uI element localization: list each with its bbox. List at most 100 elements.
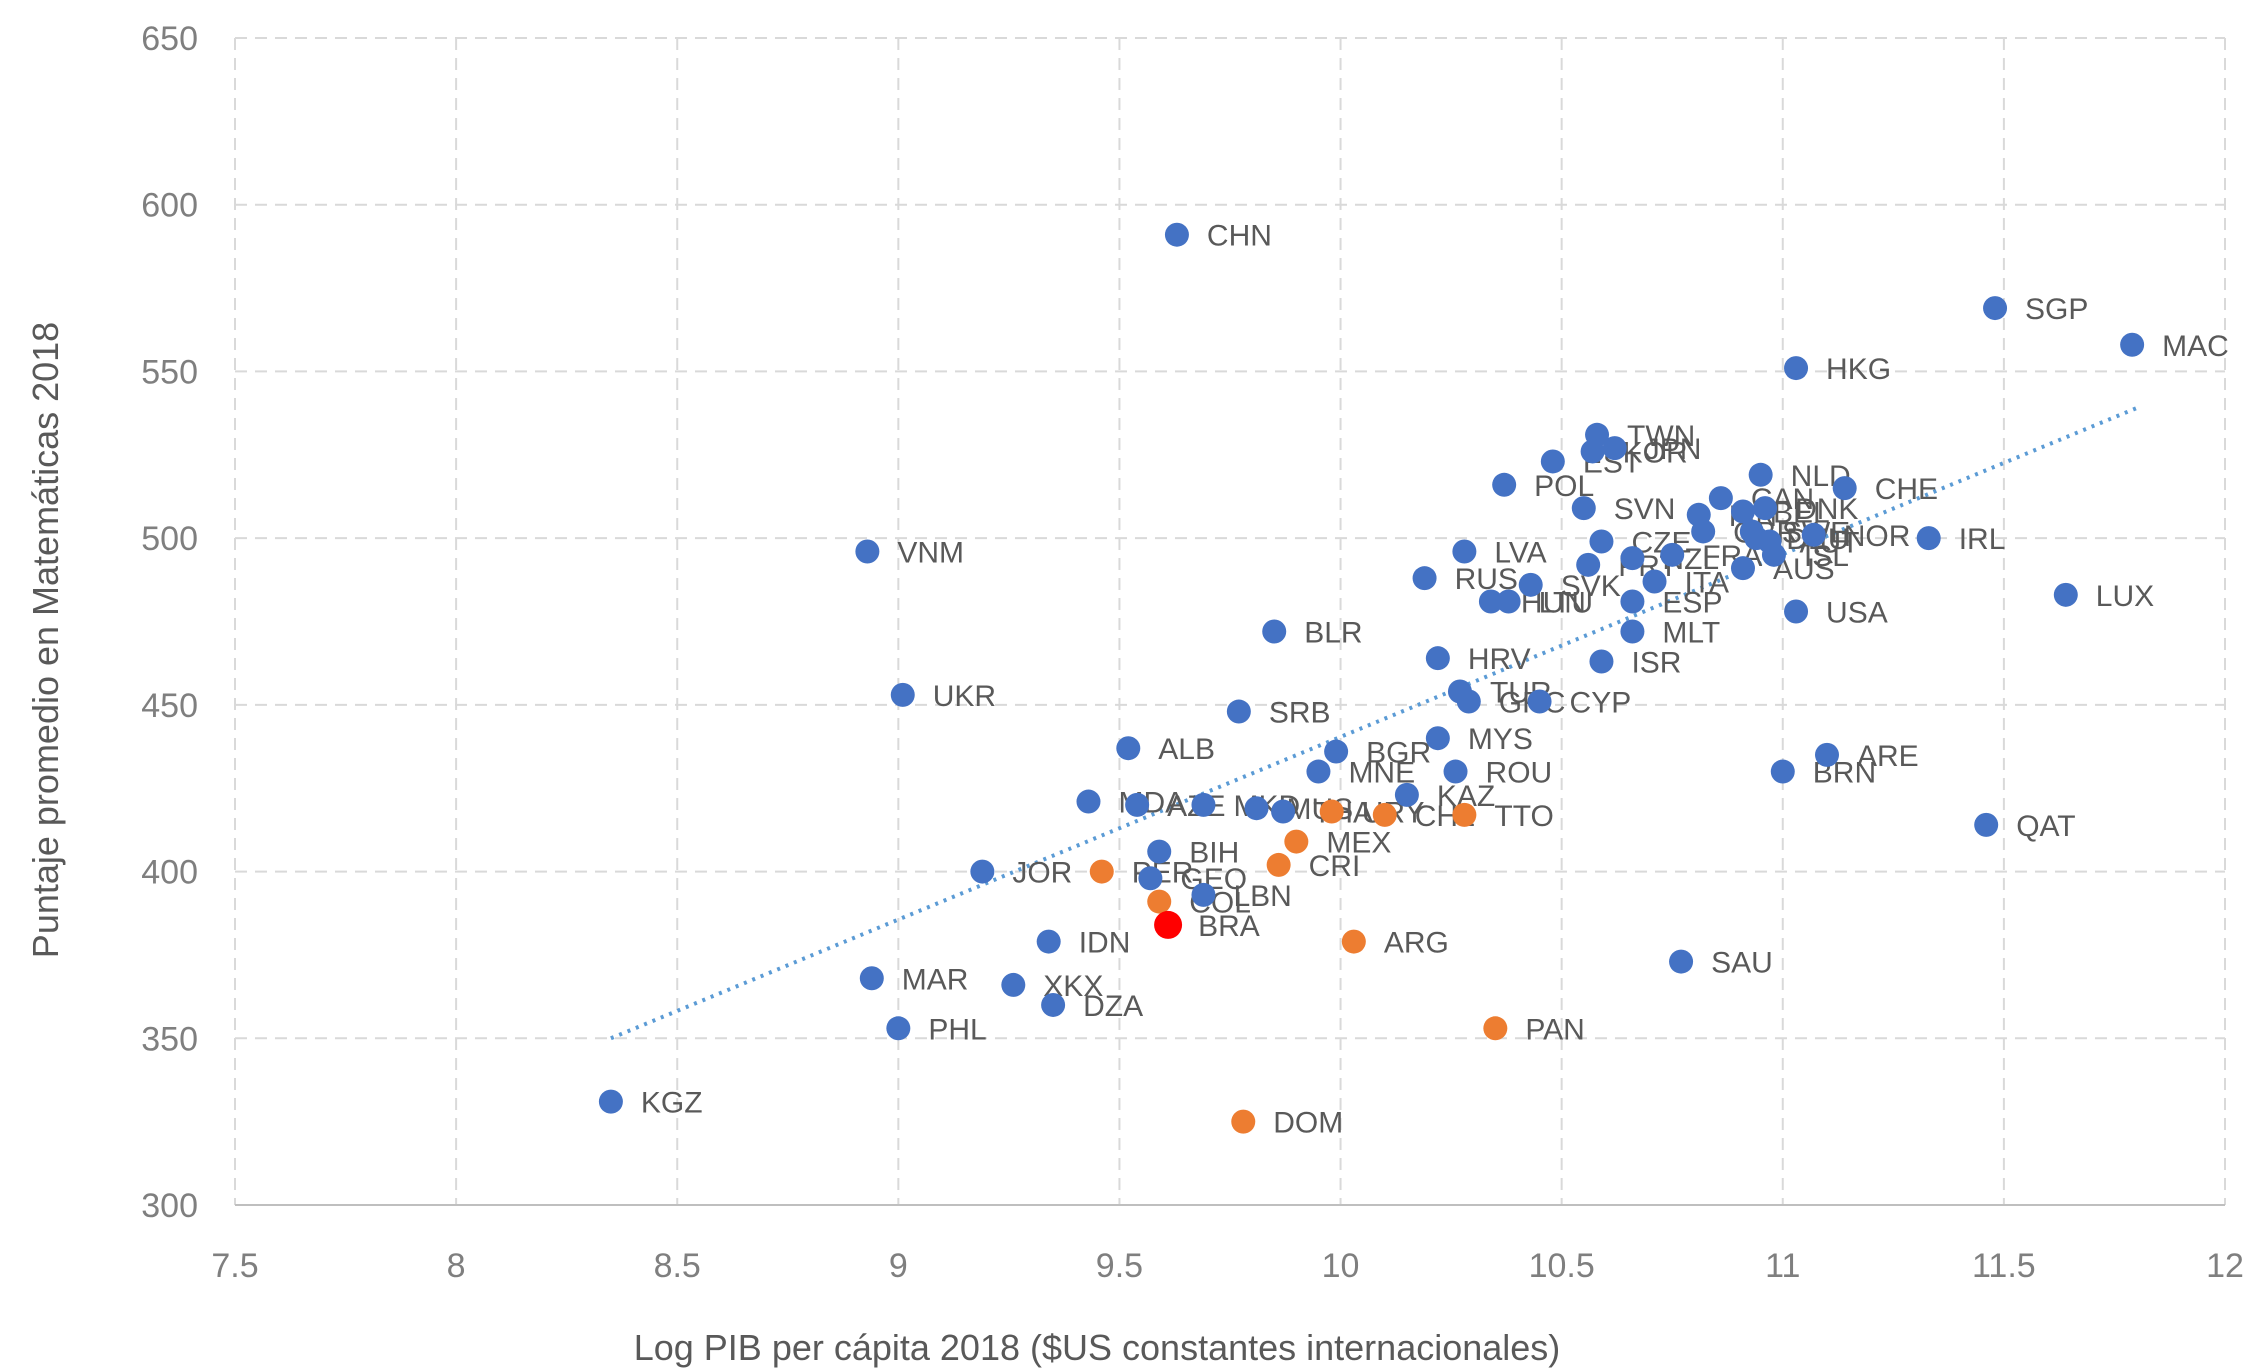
data-point xyxy=(1284,829,1309,854)
data-point-label: BGR xyxy=(1366,737,1431,770)
data-point xyxy=(1036,929,1061,954)
data-point-label: IDN xyxy=(1079,927,1131,960)
data-point xyxy=(1589,649,1614,674)
y-tick-label: 600 xyxy=(141,187,198,225)
data-point xyxy=(1527,689,1552,714)
data-points xyxy=(598,222,2145,1134)
data-point xyxy=(1761,542,1786,567)
data-point xyxy=(1452,539,1477,564)
data-point xyxy=(890,682,915,707)
y-tick-label: 350 xyxy=(141,1020,198,1058)
data-point-label: MAR xyxy=(902,963,969,996)
data-point xyxy=(1748,462,1773,487)
data-point xyxy=(1815,742,1839,767)
x-tick-labels: 7.5 8 8.5 9 9.5 10 10.5 11 11.5 12 xyxy=(211,1247,2244,1285)
x-tick-label: 9.5 xyxy=(1096,1247,1143,1285)
data-point xyxy=(1244,796,1269,821)
data-point xyxy=(1147,889,1172,914)
x-tick-label: 7.5 xyxy=(211,1247,258,1285)
data-point xyxy=(1620,546,1645,571)
data-point xyxy=(1125,792,1150,817)
data-point-label: USA xyxy=(1826,596,1888,629)
data-point-label: SAU xyxy=(1711,947,1773,980)
data-point xyxy=(1832,476,1857,501)
data-point xyxy=(1116,736,1141,761)
data-point xyxy=(1425,646,1450,671)
data-point xyxy=(1001,972,1026,997)
data-point xyxy=(1262,619,1287,644)
y-tick-label: 300 xyxy=(141,1187,198,1225)
data-point xyxy=(1478,589,1503,614)
data-point xyxy=(886,1016,911,1041)
data-point xyxy=(1226,699,1251,724)
x-tick-label: 11.5 xyxy=(1972,1247,2036,1285)
data-point xyxy=(855,539,880,564)
data-point-label: JOR xyxy=(1012,857,1072,890)
data-point xyxy=(1660,542,1685,567)
data-point-label: MEX xyxy=(1326,827,1391,860)
data-point-label: SRB xyxy=(1269,697,1331,730)
data-point xyxy=(1452,802,1477,827)
data-point-label: LVA xyxy=(1494,536,1546,569)
data-point xyxy=(1784,356,1809,381)
data-point-label: PAN xyxy=(1525,1013,1584,1046)
y-tick-label: 550 xyxy=(141,353,198,391)
y-tick-label: 650 xyxy=(141,20,198,58)
data-point xyxy=(1753,496,1778,521)
data-point xyxy=(1041,992,1066,1017)
y-tick-label: 500 xyxy=(141,520,198,558)
data-point-label: HRV xyxy=(1468,643,1531,676)
y-axis-title: Puntaje promedio en Matemáticas 2018 xyxy=(25,322,66,958)
data-point-label: DZA xyxy=(1083,990,1143,1023)
data-point-label: QAT xyxy=(2016,810,2075,843)
data-point xyxy=(1589,529,1614,554)
data-point-label: CHN xyxy=(1207,220,1272,253)
data-point xyxy=(1138,866,1163,891)
data-point-label: LTU xyxy=(1539,586,1593,619)
data-point xyxy=(1443,759,1468,784)
data-point-label: LUX xyxy=(2096,580,2154,613)
data-point xyxy=(859,966,884,991)
data-point xyxy=(1319,799,1344,824)
data-point xyxy=(1801,522,1826,547)
data-point xyxy=(1620,589,1645,614)
data-point-label: MLT xyxy=(1662,617,1720,650)
y-tick-label: 450 xyxy=(141,687,198,725)
data-point xyxy=(1306,759,1331,784)
y-tick-label: 400 xyxy=(141,854,198,892)
data-point-label: ESP xyxy=(1662,586,1722,619)
x-tick-label: 10 xyxy=(1322,1247,1360,1285)
x-tick-label: 11 xyxy=(1765,1247,1800,1285)
data-point xyxy=(1147,839,1172,864)
data-point-label: MAC xyxy=(2162,330,2229,363)
data-point-label: ARE xyxy=(1857,740,1919,773)
data-point xyxy=(1191,882,1216,907)
x-axis-title: Log PIB per cápita 2018 ($US constantes … xyxy=(634,1327,1561,1368)
data-point-label: UKR xyxy=(933,680,996,713)
data-point xyxy=(1456,689,1481,714)
data-point xyxy=(1576,552,1601,577)
data-point-label: DOM xyxy=(1273,1107,1343,1140)
x-tick-label: 12 xyxy=(2206,1247,2244,1285)
data-point xyxy=(1372,802,1397,827)
data-point xyxy=(1983,296,2008,321)
data-point xyxy=(1394,782,1419,807)
data-point-label: CYP xyxy=(1570,687,1632,720)
data-point-label: ARG xyxy=(1384,927,1449,960)
data-point xyxy=(1669,949,1694,974)
data-point xyxy=(1191,792,1216,817)
data-point xyxy=(1492,472,1517,497)
data-point xyxy=(1540,449,1565,474)
data-point xyxy=(1571,496,1596,521)
data-point xyxy=(1271,799,1296,824)
data-point-label: KGZ xyxy=(641,1087,703,1120)
y-tick-labels: 300 350 400 450 500 550 600 650 xyxy=(141,20,198,1225)
data-point xyxy=(1412,566,1437,591)
data-point xyxy=(1580,439,1605,464)
data-point xyxy=(1691,519,1716,544)
data-point xyxy=(970,859,995,884)
data-point xyxy=(1341,929,1366,954)
x-tick-label: 8.5 xyxy=(654,1247,701,1285)
